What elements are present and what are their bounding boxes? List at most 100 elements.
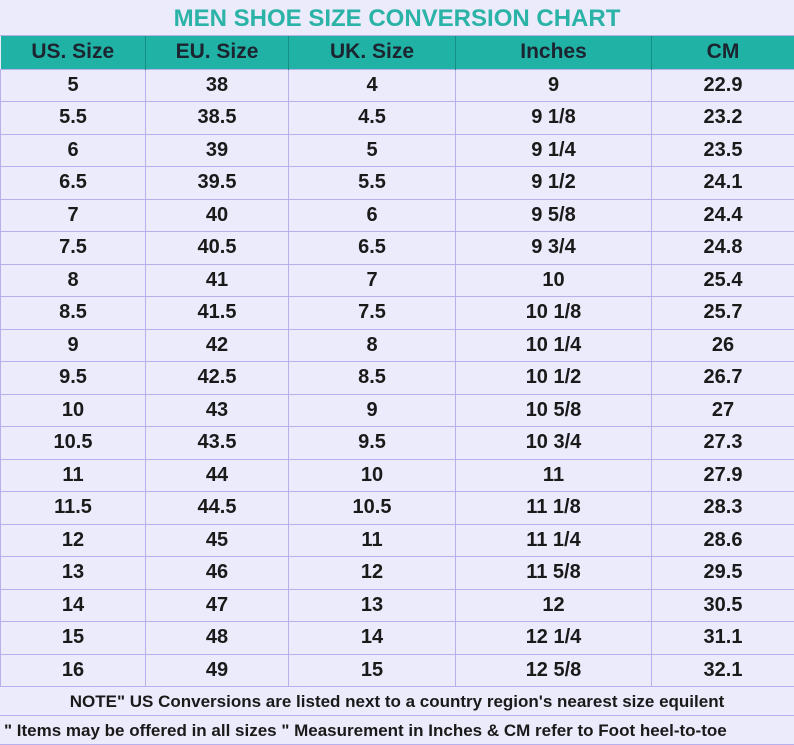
table-cell: 39.5 [146, 167, 289, 200]
table-cell: 29.5 [652, 557, 794, 590]
table-cell: 23.5 [652, 134, 794, 167]
table-cell: 5 [289, 134, 456, 167]
table-cell: 4 [289, 69, 456, 102]
table-cell: 10 5/8 [456, 394, 652, 427]
table-cell: 27 [652, 394, 794, 427]
table-cell: 11 [1, 459, 146, 492]
table-cell: 11 1/4 [456, 524, 652, 557]
table-cell: 7 [1, 199, 146, 232]
table-cell: 45 [146, 524, 289, 557]
table-cell: 6 [289, 199, 456, 232]
table-cell: 5 [1, 69, 146, 102]
table-cell: 11 1/8 [456, 492, 652, 525]
table-cell: 31.1 [652, 622, 794, 655]
table-cell: 7.5 [1, 232, 146, 265]
table-cell: 8.5 [289, 362, 456, 395]
table-cell: 44.5 [146, 492, 289, 525]
table-cell: 42.5 [146, 362, 289, 395]
table-cell: 8 [1, 264, 146, 297]
table-cell: 9 1/2 [456, 167, 652, 200]
table-cell: 49 [146, 654, 289, 687]
table-cell: 6.5 [289, 232, 456, 265]
table-cell: 41 [146, 264, 289, 297]
table-cell: 13 [1, 557, 146, 590]
table-cell: 28.6 [652, 524, 794, 557]
table-cell: 24.4 [652, 199, 794, 232]
table-cell: 13 [289, 589, 456, 622]
table-cell: 11 [289, 524, 456, 557]
table-cell: 39 [146, 134, 289, 167]
table-cell: 42 [146, 329, 289, 362]
table-cell: 16 [1, 654, 146, 687]
table-cell: 9 [1, 329, 146, 362]
table-cell: 10 [289, 459, 456, 492]
table-cell: 40.5 [146, 232, 289, 265]
table-cell: 10 3/4 [456, 427, 652, 460]
table-cell: 10.5 [1, 427, 146, 460]
table-cell: 5.5 [289, 167, 456, 200]
table-cell: 14 [289, 622, 456, 655]
table-cell: 15 [1, 622, 146, 655]
table-cell: 47 [146, 589, 289, 622]
table-cell: 10 [456, 264, 652, 297]
table-cell: 22.9 [652, 69, 794, 102]
table-cell: 25.4 [652, 264, 794, 297]
table-cell: 30.5 [652, 589, 794, 622]
table-cell: 48 [146, 622, 289, 655]
table-cell: 9 1/8 [456, 102, 652, 135]
table-cell: 9.5 [289, 427, 456, 460]
column-header: US. Size [1, 36, 146, 69]
table-cell: 38.5 [146, 102, 289, 135]
note-2: " Items may be offered in all sizes " Me… [0, 716, 794, 745]
table-cell: 12 [456, 589, 652, 622]
table-cell: 11 5/8 [456, 557, 652, 590]
table-cell: 44 [146, 459, 289, 492]
table-cell: 10.5 [289, 492, 456, 525]
table-cell: 8 [289, 329, 456, 362]
table-cell: 27.3 [652, 427, 794, 460]
table-cell: 9.5 [1, 362, 146, 395]
table-cell: 24.1 [652, 167, 794, 200]
chart-title: MEN SHOE SIZE CONVERSION CHART [0, 0, 794, 36]
table-cell: 28.3 [652, 492, 794, 525]
table-cell: 9 1/4 [456, 134, 652, 167]
table-cell: 41.5 [146, 297, 289, 330]
table-cell: 10 1/4 [456, 329, 652, 362]
table-cell: 10 1/2 [456, 362, 652, 395]
table-cell: 26 [652, 329, 794, 362]
table-cell: 11.5 [1, 492, 146, 525]
table-cell: 12 1/4 [456, 622, 652, 655]
table-cell: 7 [289, 264, 456, 297]
table-cell: 9 [456, 69, 652, 102]
table-cell: 43.5 [146, 427, 289, 460]
note-1: NOTE" US Conversions are listed next to … [0, 687, 794, 716]
table-cell: 12 [1, 524, 146, 557]
table-cell: 40 [146, 199, 289, 232]
table-cell: 9 [289, 394, 456, 427]
column-header: EU. Size [146, 36, 289, 69]
table-cell: 14 [1, 589, 146, 622]
column-header: Inches [456, 36, 652, 69]
column-header: UK. Size [289, 36, 456, 69]
table-cell: 25.7 [652, 297, 794, 330]
table-cell: 27.9 [652, 459, 794, 492]
table-cell: 12 [289, 557, 456, 590]
table-cell: 6.5 [1, 167, 146, 200]
